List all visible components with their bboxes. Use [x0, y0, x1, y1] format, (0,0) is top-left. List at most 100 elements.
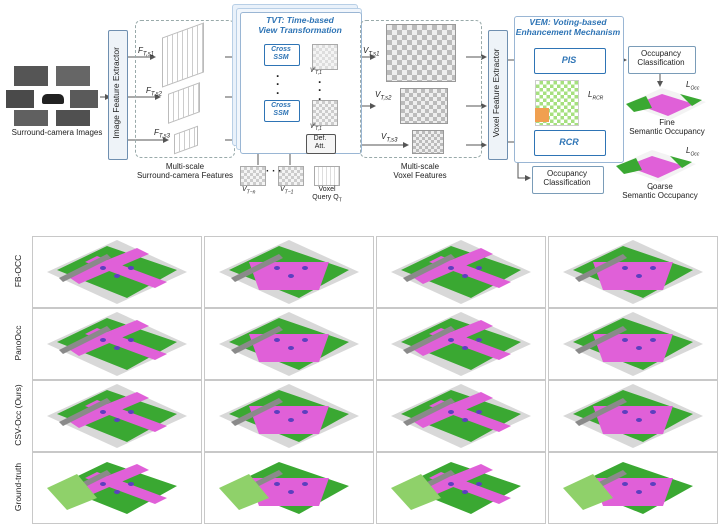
feature-stack-s3	[174, 125, 200, 155]
vehicle-mark	[114, 346, 120, 350]
voxel-cube-s3	[412, 130, 444, 154]
vehicle-mark	[650, 482, 656, 486]
road-region-cross	[429, 256, 511, 288]
vehicle-mark	[650, 338, 656, 342]
coarse-occupancy-map	[616, 150, 696, 182]
result-cell	[548, 380, 718, 452]
terrain-region	[47, 474, 97, 510]
result-cell	[32, 452, 202, 524]
voxel-label-s3: VT,s3	[381, 132, 398, 144]
vehicle-mark	[462, 346, 468, 350]
vehicle-mark	[128, 338, 134, 342]
vehicle-mark	[302, 266, 308, 270]
sidewalk-strip	[231, 254, 283, 282]
feature-label-s2: FT,s2	[146, 86, 163, 98]
vehicle-mark	[622, 338, 628, 342]
vehicle-mark	[114, 418, 120, 422]
vehicle-mark	[100, 482, 106, 486]
tvt-panel	[240, 12, 362, 154]
occ-class-top-label: Occupancy Classification	[637, 49, 685, 68]
terrain-region	[219, 474, 269, 510]
result-cell	[548, 236, 718, 308]
vehicle-mark	[128, 266, 134, 270]
sidewalk-strip	[403, 398, 455, 426]
voxel-label-s2: VT,s2	[375, 90, 392, 102]
vehicle-mark	[128, 482, 134, 486]
def-att-label: Def. Att.	[313, 135, 327, 151]
result-cell	[376, 380, 546, 452]
voxel-cube-s2	[400, 88, 448, 124]
row-label-csvocc: CSV-Occ (Ours)	[13, 384, 23, 446]
multiscale-surround-label: Multi-scale Surround-camera Features	[136, 162, 234, 181]
vehicle-mark	[462, 274, 468, 278]
fine-label: Fine Semantic Occupancy	[629, 118, 705, 137]
result-cell	[376, 236, 546, 308]
result-cell	[32, 236, 202, 308]
voxel-feature-extractor-label: Voxel Feature Extractor	[491, 48, 502, 138]
occ-class-bottom-label: Occupancy Classification	[543, 169, 591, 188]
vehicle-mark	[100, 266, 106, 270]
vehicle-mark	[302, 482, 308, 486]
vehicle-mark	[650, 410, 656, 414]
voxel-cube-tvt-2	[312, 100, 338, 126]
vehicle-mark	[476, 338, 482, 342]
occ-class-bottom	[532, 166, 604, 194]
row-label-panoocc: PanoOcc	[13, 325, 23, 361]
dots-horizontal: · · ·	[266, 166, 282, 177]
result-cell	[204, 308, 374, 380]
cross-ssm-top-label: Cross SSM	[271, 46, 291, 62]
multiscale-voxel-label: Multi-scale Voxel Features	[393, 162, 447, 181]
terrain-region	[391, 474, 441, 510]
road-region-cross	[429, 328, 511, 360]
sidewalk-strip	[403, 326, 455, 354]
vehicle-mark	[448, 338, 454, 342]
vehicle-mark	[100, 338, 106, 342]
result-cell	[548, 452, 718, 524]
sidewalk-strip	[59, 254, 111, 282]
result-cell	[204, 380, 374, 452]
vehicle-mark	[462, 418, 468, 422]
result-cell	[376, 308, 546, 380]
sidewalk-strip	[575, 254, 627, 282]
sidewalk-strip	[575, 398, 627, 426]
fine-occupancy-map	[626, 88, 706, 120]
vehicle-mark	[274, 266, 280, 270]
feature-label-s3: FT,s3	[154, 128, 171, 140]
voxel-features-group	[360, 20, 482, 158]
l-occ-top: LOcc	[686, 80, 700, 92]
vehicle-mark	[288, 346, 294, 350]
car-icon	[42, 94, 64, 104]
pis-box	[534, 48, 606, 74]
road-region-cross	[429, 400, 511, 432]
vehicle-mark	[476, 482, 482, 486]
sidewalk-strip	[403, 254, 455, 282]
feature-label-s1: FT,s1	[138, 46, 155, 58]
result-cell	[32, 308, 202, 380]
tvt-title: TVT: Time-based View Transformation	[258, 15, 342, 35]
vehicle-mark	[622, 266, 628, 270]
result-cell	[204, 452, 374, 524]
vehicle-mark	[448, 482, 454, 486]
architecture-diagram: Surround-camera Images	[0, 0, 720, 225]
road-region-cross	[85, 400, 167, 432]
vehicle-mark	[288, 418, 294, 422]
vehicle-mark	[476, 410, 482, 414]
feature-stack-s2	[168, 82, 204, 124]
vehicle-mark	[636, 346, 642, 350]
image-feature-extractor	[108, 30, 128, 160]
voxel-t-minus-1-label: VT−1	[280, 186, 294, 196]
result-cell	[548, 308, 718, 380]
vehicle-mark	[114, 490, 120, 494]
result-cell	[376, 452, 546, 524]
result-cell	[32, 380, 202, 452]
pis-label: PIS	[561, 55, 577, 65]
results-grid: FB-OCC PanoOcc CSV-Occ (Ours) Ground-tru…	[0, 232, 720, 530]
row-label-fbocc: FB-OCC	[13, 254, 23, 288]
row-label-gt: Ground-truth	[13, 462, 23, 512]
rcr-box	[534, 130, 606, 156]
sidewalk-strip	[59, 398, 111, 426]
vt-prime-label-1: V′T,1	[310, 68, 322, 77]
image-feature-extractor-label: Image Feature Extractor	[111, 47, 122, 139]
vehicle-mark	[448, 410, 454, 414]
voxel-t-minus-n-label: VT−n	[242, 186, 256, 196]
